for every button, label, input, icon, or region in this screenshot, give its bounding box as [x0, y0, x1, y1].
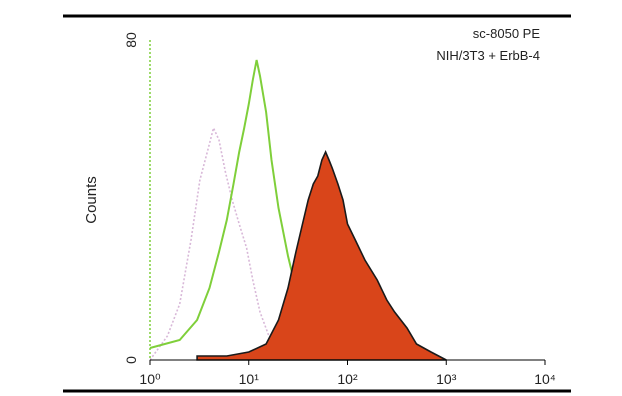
x-tick-label: 10⁴: [534, 371, 556, 387]
y-tick-label: 0: [123, 356, 139, 364]
annotation-cell-line: NIH/3T3 + ErbB-4: [436, 48, 540, 63]
x-tick-group: 10⁰ 10¹ 10² 10³ 10⁴: [139, 360, 556, 387]
series-2-curve: [196, 150, 447, 361]
x-tick-label: 10⁰: [139, 371, 161, 387]
x-tick-label: 10²: [337, 371, 358, 387]
y-tick-group: 0 80: [123, 32, 139, 364]
y-axis-label: Counts: [83, 176, 100, 224]
series-layer: [149, 59, 447, 361]
annotation-antibody: sc-8050 PE: [473, 26, 541, 41]
x-tick-label: 10³: [436, 371, 457, 387]
y-tick-label: 80: [123, 32, 139, 48]
x-tick-label: 10¹: [239, 371, 260, 387]
